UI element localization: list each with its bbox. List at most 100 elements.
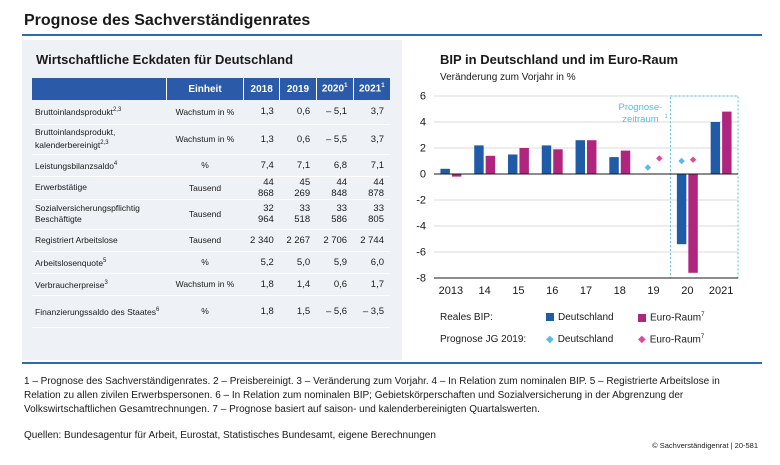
table-row: Arbeitslosenquote5% 5,2 5,0 5,9 6,0 [32,251,390,274]
legend-eu-real: Euro-Raum7 [638,312,704,323]
y-tick-label: 2 [420,143,426,155]
row-label: Leistungsbilanzsaldo4 [32,154,167,177]
cell-value: 5,0 [279,251,317,274]
row-unit: Wachstum in % [166,273,244,296]
row-label: Arbeitslosenquote5 [32,251,167,274]
row-label: Bruttoinlandsprodukt2,3 [32,100,167,125]
credit: © Sachverständigenrat | 20-581 [652,441,758,450]
bar [688,174,698,273]
cell-value: 1,8 [243,273,280,296]
table-row: Leistungsbilanzsaldo4% 7,4 7,1 6,8 7,1 [32,154,390,177]
cell-value: 44 848 [316,176,354,200]
cell-value: 6,8 [316,154,354,177]
bar [575,140,585,174]
row-unit: Wachstum in % [166,100,244,125]
cell-value: – 5,1 [316,100,354,125]
row-unit: % [166,154,244,177]
cell-value: 33 805 [353,199,390,230]
table-row: Verbraucherpreise3 Wachstum in % 1,8 1,4 0,6… [32,273,390,296]
cell-value: 33 586 [316,199,354,230]
table-header-2020: 20201 [316,78,354,100]
bar [609,157,619,174]
cell-value: 2 744 [353,229,390,252]
row-unit: Wachstum in % [166,124,244,155]
cell-value: 7,1 [279,154,317,177]
table-header-2019: 2019 [279,78,317,100]
x-tick-label: 2021 [709,285,733,297]
cell-value: 44 868 [243,176,280,200]
legend-row-real: Reales BIP: [440,312,493,323]
bar [519,148,529,174]
cell-value: 45 269 [279,176,317,200]
row-label: Bruttoinlandsprodukt, kalenderbereinigt2… [32,124,167,155]
legend-swatch-de [546,313,554,322]
chart-title: BIP in Deutschland und im Euro-Raum [440,52,679,67]
data-table: Einheit 2018 2019 20201 20211 Bruttoinla… [32,78,390,328]
y-tick-label: -8 [416,273,426,285]
prognose-marker [644,164,652,171]
cell-value: 0,6 [279,100,317,125]
top-rule [22,34,762,36]
cell-value: 1,3 [243,100,280,125]
row-unit: % [166,251,244,274]
prognose-marker [678,157,685,165]
forecast-region [669,95,739,279]
row-label: Registriert Arbeitslose [32,229,167,252]
table-title: Wirtschaftliche Eckdaten für Deutschland [36,52,294,67]
bar [474,145,484,174]
row-unit: Tausend [166,199,244,230]
x-tick-label: 14 [479,285,491,297]
x-tick-label: 16 [546,285,558,297]
forecast-label: Prognose- [619,102,663,113]
y-tick-label: 0 [420,169,426,181]
bar [620,150,631,174]
cell-value: 1,5 [279,295,317,328]
bar [451,174,462,177]
page-title: Prognose des Sachverständigenrates [24,12,311,29]
cell-value: 1,8 [243,295,280,328]
legend-diamond-de-icon: ◆ [546,334,554,345]
y-tick-label: -2 [416,195,426,207]
table-header-2021: 20211 [353,78,390,100]
x-tick-label: 2013 [439,285,463,297]
cell-value: 0,6 [279,124,317,155]
legend-de-prog-label: Deutschland [557,334,614,345]
y-tick-label: -6 [416,247,426,259]
bar [440,168,450,174]
chart-ylabel: Veränderung zum Vorjahr in % [440,72,576,83]
bar [541,145,552,174]
row-label: Verbraucherpreise3 [32,273,167,296]
bar [676,174,687,245]
cell-value: 44 878 [353,176,390,200]
cell-value: 3,7 [353,100,390,125]
row-label: Finanzierungssaldo des Staates6 [32,295,167,328]
legend-eu-label: Euro-Raum [650,312,702,324]
table-row: Finanzierungssaldo des Staates6% 1,8 1,5– … [32,295,390,328]
legend-row-real-label: Reales BIP: [440,312,493,323]
y-tick-label: 6 [420,91,426,103]
forecast-label: zeitraum [622,114,659,125]
cell-value: 1,3 [243,124,280,155]
cell-value: 2 340 [243,229,280,252]
bar [553,149,563,174]
row-label: Sozialversicherungspflichtig Beschäftigt… [32,199,167,230]
legend-diamond-eu-icon: ◆ [638,334,646,346]
cell-value: 6,0 [353,251,390,274]
footnotes: 1 – Prognose des Sachverständigenrates. … [24,376,720,415]
cell-value: 0,6 [316,273,354,296]
legend-de-prog: ◆ Deutschland [546,334,613,345]
x-tick-label: 17 [580,285,592,297]
table-row: Registriert Arbeitslose Tausend 2 340 2 267… [32,229,390,252]
table-header-blank [32,78,167,100]
row-unit: % [166,295,244,328]
cell-value: 7,1 [353,154,390,177]
bar [507,154,518,174]
forecast-label-sup: 1 [664,114,668,120]
legend-de-real: Deutschland [546,312,614,323]
sources: Quellen: Bundesagentur für Arbeit, Euros… [24,430,436,441]
cell-value: – 5,6 [316,295,354,328]
table-row: Sozialversicherungspflichtig Beschäftigt… [32,199,390,230]
table-header-2018: 2018 [243,78,281,100]
table-header-row: Einheit 2018 2019 20201 20211 [32,78,390,100]
cell-value: 33 518 [279,199,317,230]
